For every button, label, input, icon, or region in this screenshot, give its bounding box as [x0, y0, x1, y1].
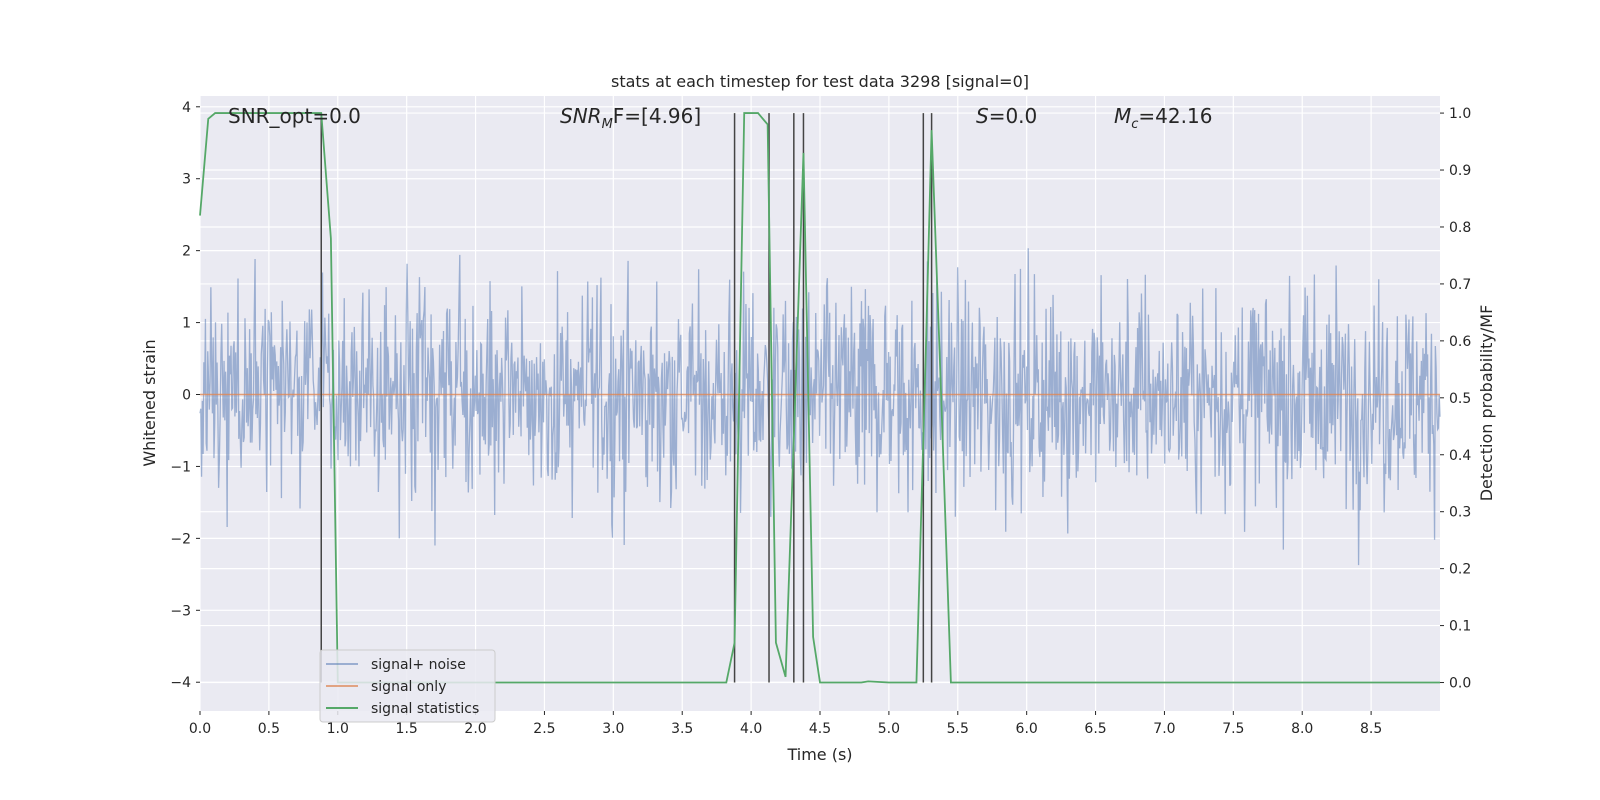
x-tick-label-3: 1.5: [396, 721, 418, 737]
x-tick-label-7: 3.5: [671, 721, 693, 737]
y-left-axis-ticks: −4 −3 −2 −1 0 1 2 3 4: [170, 100, 200, 691]
y-right-tick-label-2: 0.2: [1449, 562, 1471, 578]
x-tick-label-12: 6.0: [1016, 721, 1038, 737]
annotation-snr-mf-tail: F=[4.96]: [613, 104, 701, 128]
y-left-tick-label-6: 2: [182, 244, 191, 260]
annotation-snr-mf: SNRMF=[4.96]: [560, 104, 701, 132]
y-left-tick-label-4: 0: [182, 388, 191, 404]
annotation-snr-opt: SNR_opt=0.0: [228, 104, 361, 128]
legend-box: [319, 649, 496, 723]
signal-statistics-line: [199, 112, 1440, 684]
y-right-axis-label: Detection probability/MF: [1477, 305, 1496, 502]
series-signal-statistics: [199, 112, 1440, 684]
y-right-tick-label-6: 0.6: [1449, 334, 1471, 350]
y-right-tick-label-3: 0.3: [1449, 505, 1471, 521]
x-axis-ticks: 0.0 0.5 1.0 1.5 2.0 2.5 3.0 3.5 4.0 4.5 5.0 5.5 6.0 6…: [189, 711, 1382, 737]
y-right-tick-label-9: 0.9: [1449, 163, 1471, 179]
y-left-tick-label-0: −4: [170, 675, 191, 691]
x-tick-label-4: 2.0: [464, 721, 486, 737]
y-left-tick-label-5: 1: [182, 316, 191, 332]
annotation-mc: Mc=42.16: [1114, 104, 1212, 132]
legend: signal+ noise signal only signal statist…: [319, 649, 496, 723]
x-tick-label-15: 7.5: [1222, 721, 1244, 737]
legend-label-signal-statistics: signal statistics: [371, 701, 479, 717]
x-tick-label-16: 8.0: [1291, 721, 1313, 737]
annotation-mc-tail: =42.16: [1138, 104, 1212, 128]
y-right-axis-ticks: 0.0 0.1 0.2 0.3 0.4 0.5 0.6 0.7 0.8 0.9 1.0: [1440, 106, 1471, 692]
x-tick-label-11: 5.5: [947, 721, 969, 737]
annotation-mc-sub: c: [1131, 117, 1138, 132]
series-signal-noise: [199, 248, 1441, 566]
x-tick-label-10: 5.0: [878, 721, 900, 737]
x-tick-label-13: 6.5: [1084, 721, 1106, 737]
legend-label-signal-noise: signal+ noise: [371, 657, 466, 673]
y-right-tick-label-1: 0.1: [1449, 619, 1471, 635]
x-tick-label-6: 3.0: [602, 721, 624, 737]
y-right-tick-label-8: 0.8: [1449, 220, 1471, 236]
signal-noise-line: [199, 248, 1441, 566]
x-tick-label-8: 4.0: [740, 721, 762, 737]
annotation-s: S=0.0: [976, 104, 1037, 128]
x-tick-label-17: 8.5: [1360, 721, 1382, 737]
x-tick-label-9: 4.5: [809, 721, 831, 737]
x-tick-label-1: 0.5: [258, 721, 280, 737]
y-right-tick-label-10: 1.0: [1449, 106, 1471, 122]
y-right-tick-label-5: 0.5: [1449, 391, 1471, 407]
annotation-s-main: S: [976, 104, 989, 128]
y-left-tick-label-7: 3: [182, 172, 191, 188]
y-left-tick-label-2: −2: [170, 531, 191, 547]
y-right-tick-label-0: 0.0: [1449, 676, 1471, 692]
y-left-tick-label-8: 4: [182, 100, 191, 116]
chart-title: stats at each timestep for test data 329…: [611, 72, 1029, 91]
annotation-mc-main: M: [1114, 104, 1131, 128]
annotation-snr-mf-sub: M: [602, 117, 613, 132]
legend-label-signal-only: signal only: [371, 679, 446, 695]
y-left-tick-label-1: −3: [170, 603, 191, 619]
annotation-snr-mf-main: SNR: [560, 104, 602, 128]
x-tick-label-5: 2.5: [533, 721, 555, 737]
y-left-axis-label: Whitened strain: [140, 339, 159, 466]
y-right-tick-label-4: 0.4: [1449, 448, 1471, 464]
y-right-tick-label-7: 0.7: [1449, 277, 1471, 293]
x-tick-label-0: 0.0: [189, 721, 211, 737]
annotation-s-tail: =0.0: [989, 104, 1038, 128]
x-axis-label: Time (s): [786, 745, 852, 764]
x-tick-label-14: 7.0: [1153, 721, 1175, 737]
y-left-tick-label-3: −1: [170, 459, 191, 475]
x-tick-label-2: 1.0: [327, 721, 349, 737]
